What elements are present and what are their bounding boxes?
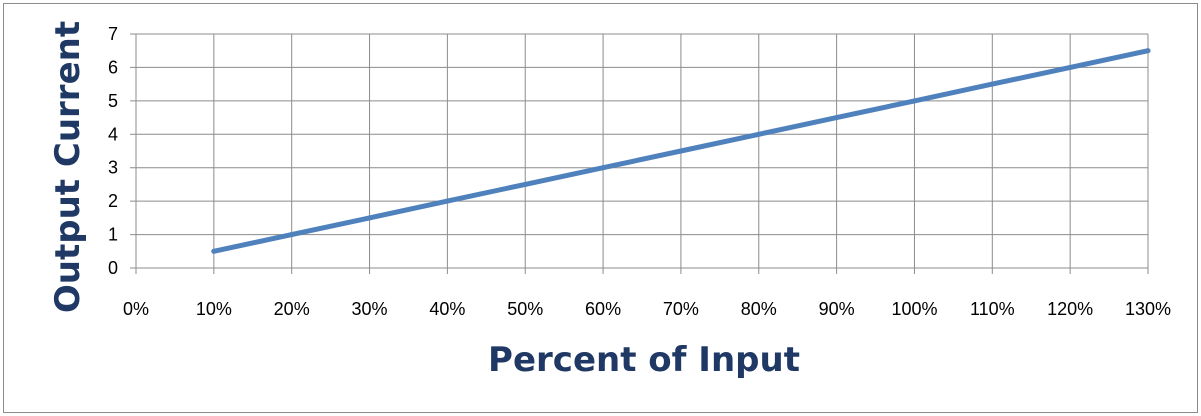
x-tick-label: 20% [274,299,310,319]
y-tick-label: 7 [108,24,118,44]
tick-labels: 0% 10% 20% 30% 40% 50% 60% 70% 80% 90% 100% 110% 120… [108,24,1171,319]
series-layer [211,48,1151,254]
x-tick-label: 120% [1047,299,1093,319]
data-point [444,198,450,204]
data-point [834,115,840,121]
x-tick-label: 80% [741,299,777,319]
x-tick-label: 40% [429,299,465,319]
x-tick-label: 10% [196,299,232,319]
data-point [211,248,217,254]
data-point [1145,48,1151,54]
x-tick-label: 0% [123,299,149,319]
data-point [1067,64,1073,70]
y-tick-label: 2 [108,191,118,211]
x-tick-label: 130% [1125,299,1171,319]
chart-frame [3,3,1198,413]
y-axis-title: Output Current [48,21,88,313]
x-tick-label: 100% [891,299,937,319]
axes [130,34,1148,274]
x-tick-label: 90% [819,299,855,319]
data-point [367,215,373,221]
x-tick-label: 110% [970,299,1015,319]
y-tick-label: 1 [108,225,118,245]
data-point [678,148,684,154]
data-point [911,98,917,104]
y-tick-label: 4 [108,124,118,144]
data-point [989,81,995,87]
y-tick-label: 0 [108,258,118,278]
x-axis-title: Percent of Input [488,340,800,380]
data-point [600,165,606,171]
x-tick-label: 50% [507,299,543,319]
x-tick-label: 70% [663,299,699,319]
y-tick-label: 5 [108,91,118,111]
data-point [289,232,295,238]
y-tick-label: 3 [108,158,118,178]
y-tick-label: 6 [108,57,118,77]
data-point [756,131,762,137]
x-tick-label: 60% [585,299,621,319]
x-tick-label: 30% [352,299,388,319]
data-point [522,181,528,187]
